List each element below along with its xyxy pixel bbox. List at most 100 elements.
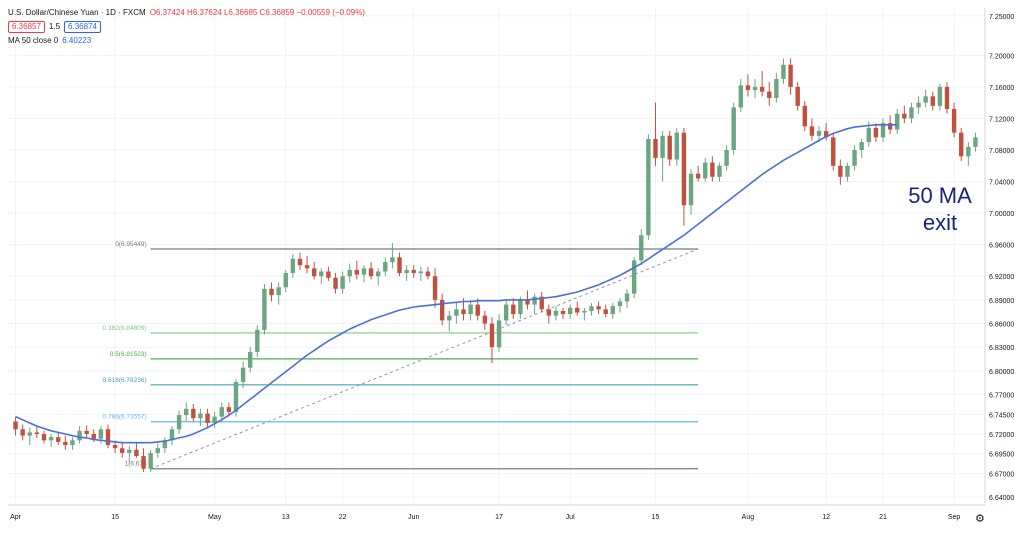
candle[interactable] [34, 425, 40, 438]
candle[interactable] [660, 131, 665, 182]
candle[interactable] [717, 162, 722, 182]
candle[interactable] [710, 156, 715, 182]
candle[interactable] [752, 79, 758, 98]
candle[interactable] [326, 266, 331, 281]
candle[interactable] [311, 262, 317, 280]
candle[interactable] [70, 437, 75, 450]
candle[interactable] [418, 266, 424, 281]
candle[interactable] [411, 265, 416, 278]
candle[interactable] [354, 260, 360, 280]
candle[interactable] [48, 434, 54, 447]
candle[interactable] [674, 127, 680, 166]
candle[interactable] [532, 293, 537, 315]
candle[interactable] [930, 91, 935, 111]
candle[interactable] [120, 441, 125, 458]
candle[interactable] [703, 157, 708, 182]
candle[interactable] [205, 408, 210, 428]
candle[interactable] [695, 165, 701, 182]
candle[interactable] [198, 408, 203, 427]
candle[interactable] [212, 411, 217, 428]
candle[interactable] [375, 268, 381, 286]
candle[interactable] [269, 282, 274, 302]
candle[interactable] [681, 127, 687, 226]
candle[interactable] [27, 427, 32, 446]
fibonacci-retracement[interactable]: 0(6.95449) 0.382(6.84809) 0.5(6.81523) 0.61… [103, 241, 699, 470]
settings-gear-icon[interactable]: ⚙ [975, 513, 985, 525]
candle[interactable] [624, 288, 630, 308]
candle[interactable] [183, 402, 189, 422]
candle[interactable] [589, 303, 594, 316]
candle[interactable] [20, 424, 25, 441]
ma-line[interactable] [15, 124, 898, 444]
candle[interactable] [575, 301, 580, 316]
candle[interactable] [191, 404, 196, 422]
candle[interactable] [788, 58, 793, 95]
candle[interactable] [482, 310, 488, 330]
candle[interactable] [511, 298, 516, 319]
candle[interactable] [404, 265, 409, 281]
candle[interactable] [447, 310, 452, 332]
candle[interactable] [823, 123, 829, 141]
candle[interactable] [475, 298, 480, 321]
candle[interactable] [134, 441, 139, 458]
candle[interactable] [127, 445, 132, 463]
candle[interactable] [944, 82, 950, 114]
candle[interactable] [631, 257, 637, 299]
candle[interactable] [468, 299, 473, 321]
candle[interactable] [432, 268, 438, 308]
price-axis[interactable]: 7.25000 7.20000 7.16000 7.12000 7.08000 7.040… [984, 8, 1014, 505]
candle[interactable] [745, 74, 751, 97]
candle[interactable] [283, 269, 288, 292]
candle[interactable] [816, 126, 822, 143]
candle[interactable] [368, 262, 374, 280]
candle[interactable] [774, 72, 779, 103]
candle[interactable] [603, 304, 608, 318]
moving-average-50[interactable] [15, 124, 898, 444]
candle[interactable] [895, 108, 900, 135]
candle[interactable] [959, 127, 964, 162]
candle[interactable] [105, 424, 111, 449]
candle[interactable] [582, 307, 587, 321]
candle[interactable] [333, 273, 338, 294]
candle[interactable] [489, 317, 495, 363]
candle[interactable] [162, 437, 168, 453]
candle[interactable] [539, 292, 544, 313]
candle[interactable] [276, 282, 281, 305]
candle[interactable] [397, 252, 402, 277]
candle[interactable] [923, 90, 928, 108]
candle[interactable] [141, 448, 146, 472]
candle[interactable] [724, 145, 729, 171]
candle[interactable] [859, 138, 864, 158]
candle[interactable] [909, 102, 914, 124]
candle[interactable] [610, 303, 616, 319]
candle[interactable] [176, 410, 182, 434]
candle[interactable] [973, 132, 978, 152]
candle[interactable] [767, 82, 772, 106]
candle[interactable] [77, 426, 82, 444]
candle[interactable] [596, 301, 601, 315]
candle[interactable] [56, 432, 61, 446]
candle[interactable] [304, 255, 310, 274]
candle[interactable] [546, 304, 552, 324]
candle[interactable] [454, 303, 459, 324]
candle[interactable] [290, 254, 296, 278]
candle[interactable] [838, 159, 843, 185]
ma-indicator-label[interactable]: MA 50 close 0 [8, 36, 59, 45]
candle[interactable] [951, 102, 957, 138]
candle[interactable] [738, 79, 744, 113]
candle[interactable] [966, 142, 971, 166]
candle[interactable] [937, 83, 943, 111]
candle[interactable] [255, 325, 260, 357]
candle[interactable] [297, 252, 303, 270]
time-axis[interactable]: Apr15May1322Jun17Jul15Aug1221Sep16Oct14 [8, 504, 1024, 521]
candle[interactable] [916, 96, 921, 114]
candle[interactable] [41, 430, 47, 444]
candle[interactable] [390, 243, 395, 269]
candle[interactable] [13, 416, 18, 436]
candle[interactable] [902, 105, 907, 124]
candle[interactable] [219, 402, 224, 422]
candle[interactable] [347, 263, 352, 283]
candle[interactable] [155, 443, 160, 458]
candle[interactable] [617, 298, 623, 313]
